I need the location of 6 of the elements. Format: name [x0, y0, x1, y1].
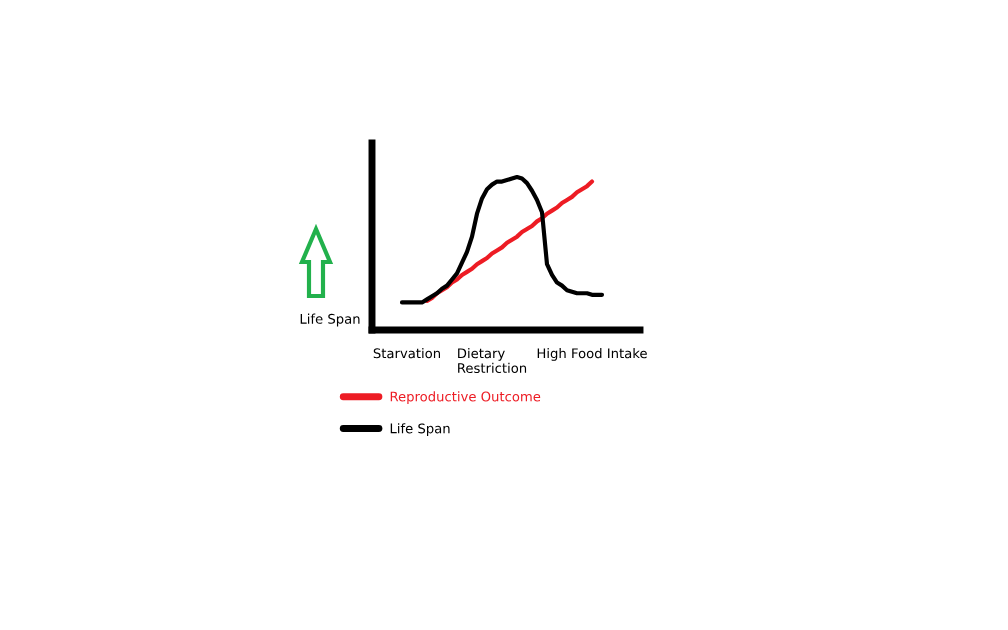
legend-label: Reproductive Outcome	[390, 391, 541, 405]
legend-label: Life Span	[390, 423, 450, 436]
y-axis-title: Life Span	[300, 313, 360, 327]
x-tick-label: Starvation	[373, 348, 440, 359]
x-tick-label: Dietary Restriction	[458, 348, 527, 374]
x-tick-label: High Food Intake	[537, 348, 647, 361]
